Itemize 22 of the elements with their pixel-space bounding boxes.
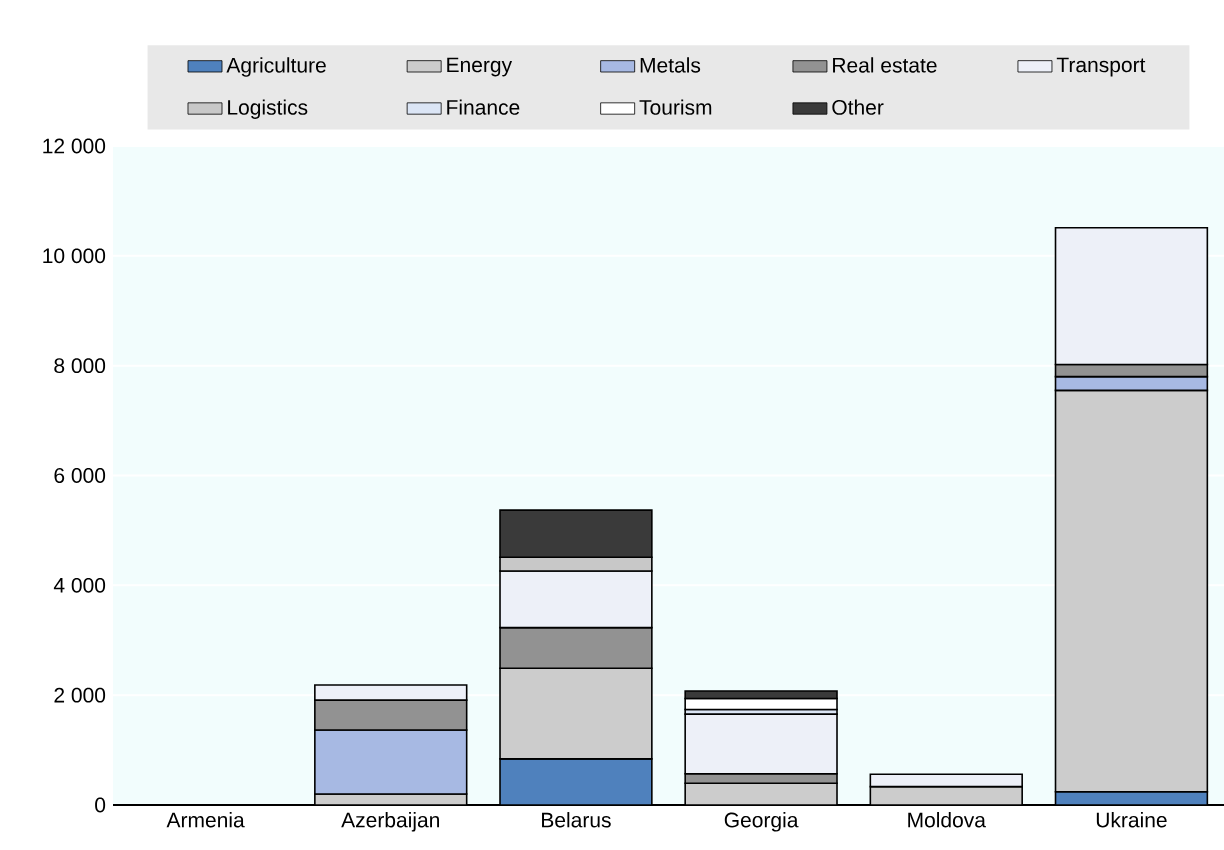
x-tick-label: Moldova [908, 812, 986, 828]
x-tick-label: Armenia [166, 812, 245, 828]
legend-label: Other [832, 99, 884, 115]
legend-label: Transport [1056, 57, 1146, 77]
y-tick-label: 8 000 [54, 358, 106, 374]
y-tick-label: 2 000 [54, 687, 106, 703]
y-tick-label: 10 000 [43, 248, 106, 264]
legend-label: Real estate [833, 57, 937, 73]
y-tick-label: 0 [95, 797, 106, 813]
y-tick-label: 4 000 [53, 577, 106, 593]
legend-label: Energy [447, 57, 513, 77]
y-tick-label: 12 000 [43, 138, 106, 154]
legend-label: Logistics [228, 99, 308, 119]
x-tick-label: Georgia [724, 812, 799, 832]
legend-label: Agriculture [226, 57, 326, 77]
legend-label: Metals [640, 57, 701, 73]
legend-label: Finance [447, 99, 520, 115]
legend-label: Tourism [639, 99, 712, 115]
x-tick-label: Belarus [542, 812, 611, 828]
x-tick-label: Azerbaijan [341, 812, 439, 832]
y-tick-label: 6 000 [54, 468, 106, 483]
x-tick-label: Ukraine [1096, 812, 1167, 828]
